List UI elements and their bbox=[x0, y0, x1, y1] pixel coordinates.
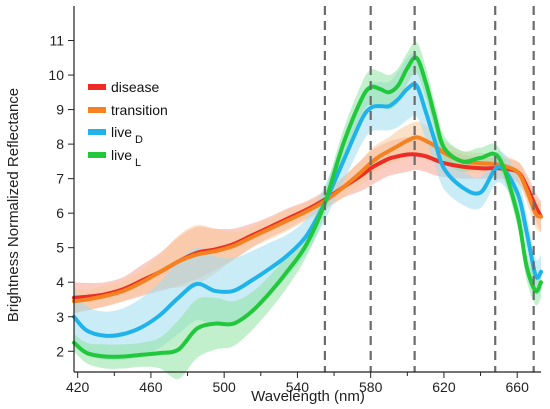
plot-frame bbox=[73, 6, 541, 373]
reference-lines bbox=[323, 6, 535, 372]
x-tick-label: 620 bbox=[432, 379, 456, 395]
x-tick-label: 420 bbox=[66, 379, 90, 395]
x-tick-label: 500 bbox=[212, 379, 236, 395]
y-axis-ticks: 2 3 4 5 6 7 8 9 10 11 bbox=[48, 33, 74, 359]
series-line-transition bbox=[72, 135, 543, 304]
legend-background bbox=[84, 73, 180, 181]
x-tick-label: 460 bbox=[139, 379, 163, 395]
x-tick-label: 660 bbox=[506, 379, 530, 395]
confidence-bands bbox=[74, 41, 541, 380]
series-line-live-l bbox=[72, 55, 543, 359]
y-tick-label: 8 bbox=[56, 136, 64, 152]
series-line-live-d bbox=[72, 82, 543, 338]
x-axis-ticks: 420 460 500 540 580 620 660 bbox=[66, 372, 529, 395]
y-tick-label: 10 bbox=[48, 67, 64, 83]
y-tick-label: 7 bbox=[56, 171, 64, 187]
legend-label-transition: transition bbox=[111, 102, 168, 118]
y-tick-label: 6 bbox=[56, 205, 64, 221]
series-lines bbox=[72, 55, 543, 359]
y-tick-label: 2 bbox=[56, 343, 64, 359]
y-tick-label: 5 bbox=[56, 240, 64, 256]
legend-label-disease: disease bbox=[111, 79, 159, 95]
y-tick-label: 4 bbox=[56, 274, 64, 290]
x-tick-label: 580 bbox=[359, 379, 383, 395]
x-tick-label: 540 bbox=[286, 379, 310, 395]
y-tick-label: 9 bbox=[56, 102, 64, 118]
y-axis-title: Brightness Normalized Reflectance bbox=[5, 88, 22, 322]
band-live-d bbox=[74, 52, 541, 361]
y-tick-label: 11 bbox=[49, 33, 64, 49]
y-tick-label: 3 bbox=[56, 309, 64, 325]
band-live-l bbox=[74, 41, 541, 380]
x-axis-title: Wavelength (nm) bbox=[251, 388, 365, 405]
